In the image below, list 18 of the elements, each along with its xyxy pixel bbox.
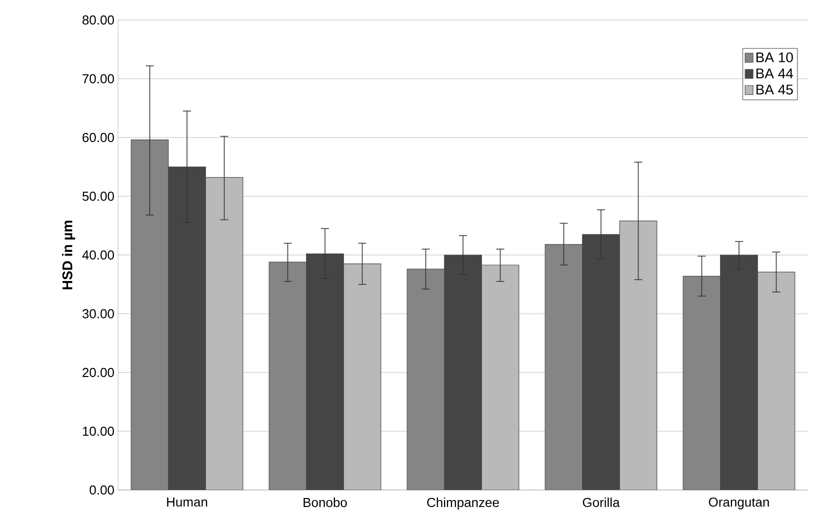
y-tick-label: 70.00 bbox=[82, 74, 114, 84]
x-tick-label: Orangutan bbox=[708, 498, 769, 510]
y-tick-label: 60.00 bbox=[82, 132, 114, 142]
y-tick-label: 80.00 bbox=[82, 15, 114, 25]
x-tick-label: Human bbox=[167, 498, 208, 507]
y-axis-title: HSD in µm bbox=[62, 220, 76, 290]
legend-label: BA 45 bbox=[756, 84, 793, 95]
legend-label: BA 10 bbox=[756, 52, 793, 62]
y-tick-label: 10.00 bbox=[82, 426, 114, 436]
x-tick-label: Gorilla bbox=[582, 498, 620, 508]
y-tick-label: 50.00 bbox=[82, 192, 114, 201]
legend-label: BA 44 bbox=[756, 68, 794, 78]
y-tick-label: 40.00 bbox=[82, 250, 114, 260]
y-tick-label: 30.00 bbox=[82, 309, 114, 318]
x-tick-label: Bonobo bbox=[304, 498, 347, 508]
y-tick-label: 20.00 bbox=[82, 368, 114, 378]
x-tick-label: Chimpanzee bbox=[427, 498, 499, 510]
y-tick-label: 0.00 bbox=[90, 485, 114, 495]
